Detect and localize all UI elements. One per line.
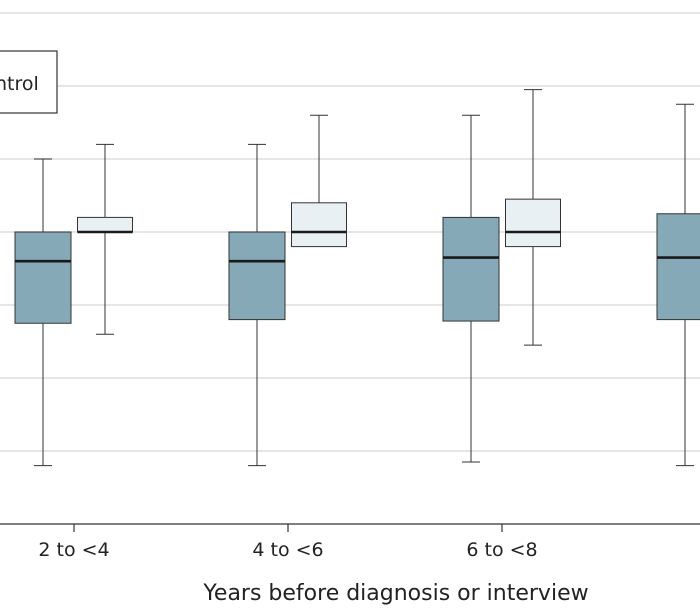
dark-box bbox=[14, 231, 72, 324]
x-tick-label: 4 to <6 bbox=[252, 539, 323, 561]
box-group bbox=[14, 89, 700, 467]
x-axis-ticks: 2 to <44 to <66 to <88 t bbox=[38, 524, 538, 561]
x-axis-title: Years before diagnosis or interview bbox=[202, 581, 588, 606]
legend-label: ntrol bbox=[0, 73, 39, 95]
legend: ntrol bbox=[0, 50, 58, 114]
x-tick-label: 6 to <8 bbox=[466, 539, 537, 561]
dark-box bbox=[228, 231, 286, 321]
x-tick-label: 2 to <4 bbox=[38, 539, 109, 561]
dark-box bbox=[442, 216, 500, 322]
light-box bbox=[77, 216, 133, 233]
light-box bbox=[291, 202, 347, 248]
dark-box bbox=[656, 213, 700, 321]
light-box bbox=[505, 198, 561, 248]
legend-box bbox=[0, 50, 58, 114]
